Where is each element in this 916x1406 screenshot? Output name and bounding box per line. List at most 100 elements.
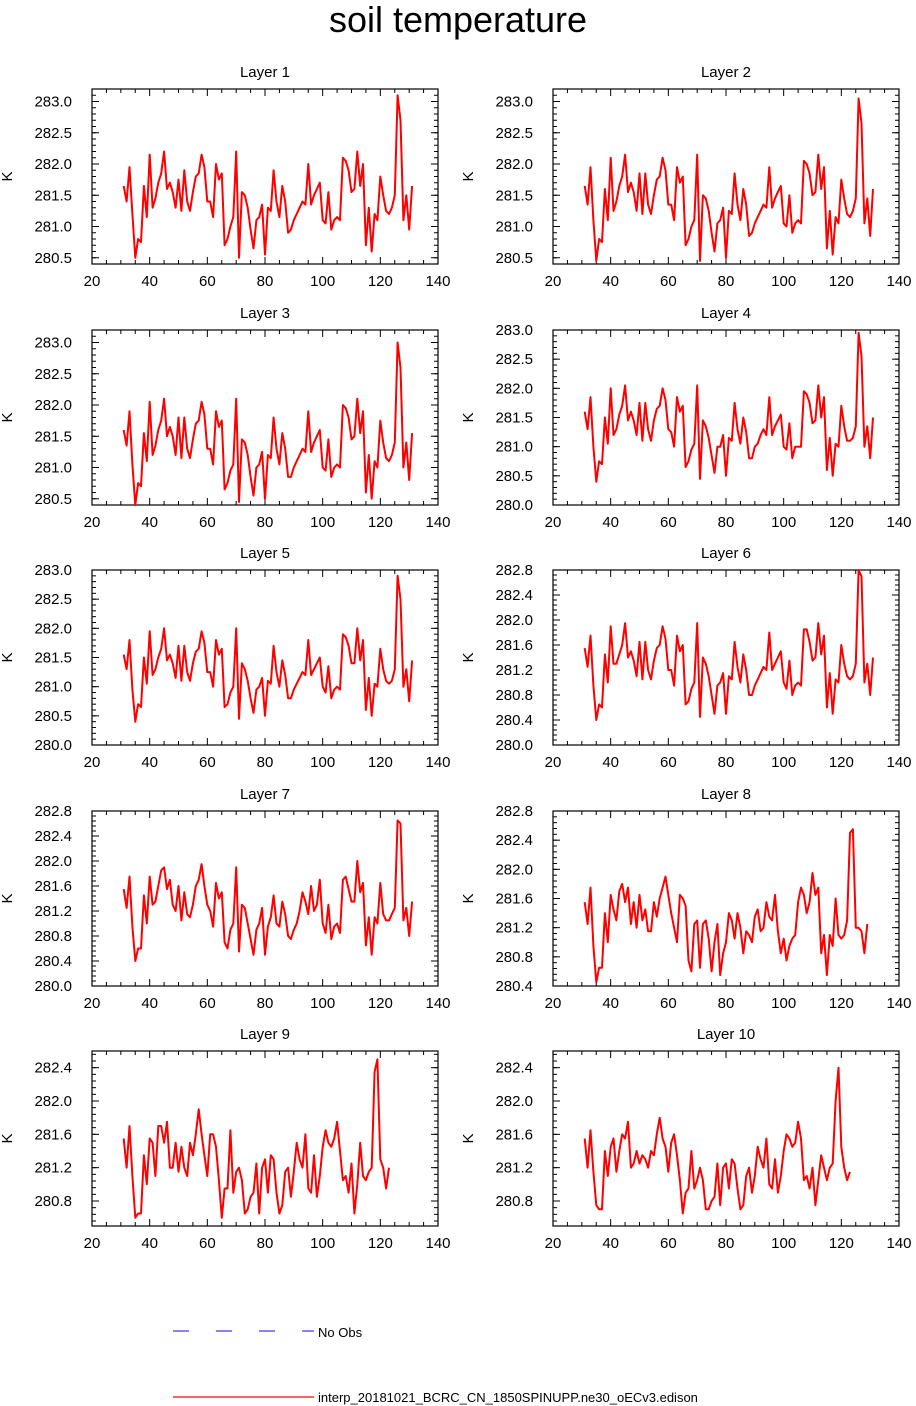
y-tick-label: 282.5 (34, 366, 72, 383)
chart-panel-3: Layer 3 20 40 60 80 100 120 140 280.5 281.0 281.5 2… (0, 305, 451, 531)
x-tick-label: 140 (886, 514, 911, 531)
x-tick-label: 60 (199, 1235, 216, 1252)
y-tick-label: 281.6 (495, 637, 533, 654)
panel-title: Layer 7 (240, 786, 290, 803)
x-tick-label: 40 (602, 995, 619, 1012)
x-tick-label: 60 (199, 273, 216, 290)
y-tick-label: 282.8 (495, 803, 533, 820)
data-line (583, 828, 869, 984)
x-tick-label: 80 (257, 754, 274, 771)
y-tick-label: 280.8 (495, 949, 533, 966)
y-tick-label: 282.8 (34, 803, 72, 820)
x-tick-label: 140 (886, 754, 911, 771)
x-tick-label: 120 (829, 514, 854, 531)
y-tick-label: 280.8 (34, 928, 72, 945)
y-tick-label: 280.5 (495, 468, 533, 485)
x-tick-label: 40 (141, 514, 158, 531)
x-tick-label: 20 (545, 1235, 562, 1252)
x-tick-label: 60 (199, 514, 216, 531)
y-tick-label: 282.0 (34, 1093, 72, 1110)
x-tick-label: 80 (257, 273, 274, 290)
x-tick-label: 140 (425, 514, 450, 531)
x-tick-label: 20 (84, 754, 101, 771)
y-tick-label: 281.0 (495, 219, 533, 236)
chart-panel-10: Layer 10 20 40 60 80 100 120 140 280.8 281.2 281.6… (460, 1026, 912, 1252)
y-tick-label: 282.4 (495, 832, 533, 849)
y-tick-label: 280.0 (495, 497, 533, 514)
x-tick-label: 20 (545, 995, 562, 1012)
y-tick-label: 281.0 (34, 679, 72, 696)
x-tick-label: 80 (718, 514, 735, 531)
x-tick-label: 80 (257, 1235, 274, 1252)
x-tick-label: 80 (718, 273, 735, 290)
y-tick-label: 281.6 (34, 1126, 72, 1143)
x-tick-label: 100 (771, 273, 796, 290)
x-tick-label: 60 (660, 995, 677, 1012)
x-tick-label: 60 (660, 1235, 677, 1252)
x-tick-label: 20 (545, 273, 562, 290)
x-tick-label: 20 (84, 1235, 101, 1252)
panel-title: Layer 10 (697, 1026, 755, 1043)
y-tick-label: 282.4 (495, 587, 533, 604)
x-tick-label: 80 (718, 995, 735, 1012)
page-title: soil temperature (328, 0, 588, 40)
x-tick-label: 120 (829, 1235, 854, 1252)
y-tick-label: 282.4 (495, 1060, 533, 1077)
x-tick-label: 60 (660, 273, 677, 290)
y-tick-label: 280.5 (495, 250, 533, 267)
y-tick-label: 280.5 (34, 250, 72, 267)
chart-panel-7: Layer 7 20 40 60 80 100 120 140 280.0 280.4 280.8 2… (0, 786, 451, 1012)
y-tick-label: 280.4 (34, 953, 72, 970)
panel-title: Layer 8 (701, 786, 751, 803)
panel-title: Layer 1 (240, 64, 290, 81)
chart-panel-4: Layer 4 20 40 60 80 100 120 140 280.0 280.5 281.0 2… (460, 305, 912, 531)
x-tick-label: 100 (310, 754, 335, 771)
y-tick-label: 281.6 (495, 1126, 533, 1143)
chart-panel-2: Layer 2 20 40 60 80 100 120 140 280.5 281.0 281.5 2… (460, 64, 912, 290)
x-tick-label: 140 (886, 273, 911, 290)
x-tick-label: 60 (660, 754, 677, 771)
panel-title: Layer 6 (701, 545, 751, 562)
x-tick-label: 140 (886, 1235, 911, 1252)
y-axis-label: K (0, 412, 16, 422)
plot-frame (552, 1050, 900, 1227)
y-tick-label: 281.0 (34, 219, 72, 236)
y-tick-label: 282.4 (34, 1060, 72, 1077)
y-tick-label: 282.5 (34, 591, 72, 608)
x-tick-label: 60 (199, 995, 216, 1012)
x-tick-label: 40 (602, 273, 619, 290)
x-tick-label: 140 (425, 754, 450, 771)
y-tick-label: 283.0 (495, 94, 533, 111)
y-tick-label: 280.4 (495, 712, 533, 729)
y-axis-label: K (0, 171, 16, 181)
y-tick-label: 282.0 (34, 620, 72, 637)
x-tick-label: 120 (829, 995, 854, 1012)
y-tick-label: 281.0 (34, 460, 72, 477)
legend-label-model: interp_20181021_BCRC_CN_1850SPINUPP.ne30… (318, 1390, 698, 1405)
data-line (122, 1058, 390, 1219)
y-tick-label: 282.0 (34, 397, 72, 414)
y-tick-label: 281.5 (34, 650, 72, 667)
y-tick-label: 280.0 (34, 737, 72, 754)
x-tick-label: 80 (257, 995, 274, 1012)
x-tick-label: 40 (141, 995, 158, 1012)
x-tick-label: 120 (829, 754, 854, 771)
y-tick-label: 282.0 (495, 380, 533, 397)
x-tick-label: 40 (602, 754, 619, 771)
y-tick-label: 280.8 (34, 1193, 72, 1210)
y-tick-label: 282.0 (495, 1093, 533, 1110)
data-line (122, 341, 414, 506)
x-tick-label: 20 (84, 514, 101, 531)
data-line (122, 574, 414, 723)
y-tick-label: 282.5 (34, 125, 72, 142)
plot-frame (91, 329, 439, 506)
x-tick-label: 140 (886, 995, 911, 1012)
y-tick-label: 282.0 (34, 853, 72, 870)
panel-title: Layer 2 (701, 64, 751, 81)
x-tick-label: 120 (829, 273, 854, 290)
y-tick-label: 282.0 (495, 612, 533, 629)
chart-panel-6: Layer 6 20 40 60 80 100 120 140 280.0 280.4 280.8 2… (460, 545, 912, 771)
y-tick-label: 282.0 (495, 156, 533, 173)
y-tick-label: 280.0 (495, 737, 533, 754)
